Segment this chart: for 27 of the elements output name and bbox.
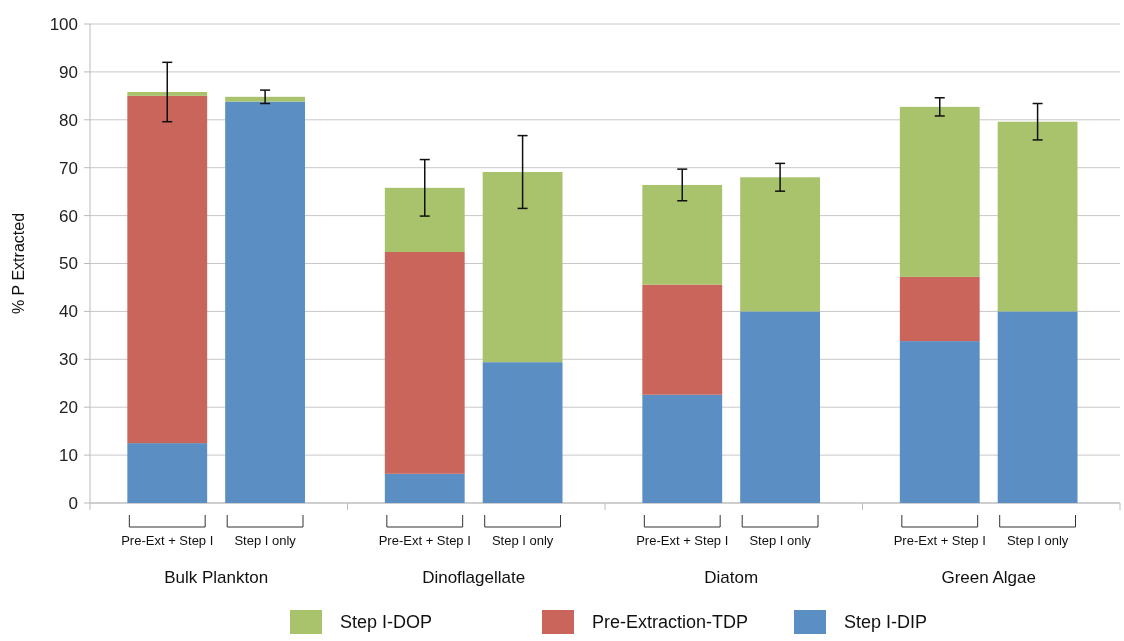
y-tick-label: 80	[59, 110, 78, 130]
x-tick-label: Pre-Ext + Step I	[378, 533, 471, 548]
text: Green Algae	[941, 568, 1036, 587]
x-tick-label: Step I only	[1006, 533, 1069, 548]
x-tick-label: Pre-Ext + Step I	[636, 533, 729, 548]
legend-label: Step I-DOP	[340, 612, 433, 633]
x-tick-label: Pre-Ext + Step I	[893, 533, 986, 548]
text: Diatom	[704, 568, 759, 587]
legend-label: Pre-Extraction-TDP	[592, 612, 749, 633]
y-axis-title: % P Extracted	[10, 212, 27, 315]
y-tick-label: 70	[59, 158, 78, 178]
text: Bulk Plankton	[164, 568, 269, 587]
x-tick-label: Step I only	[749, 533, 812, 548]
x-tick-label: Step I only	[491, 533, 554, 548]
text: Dinoflagellate	[422, 568, 526, 587]
y-tick-label: 20	[59, 398, 78, 418]
x-tick-label: Step I only	[234, 533, 297, 548]
y-tick-label: 90	[59, 62, 78, 82]
y-tick-label: 30	[59, 350, 78, 370]
y-tick-label: 50	[59, 254, 78, 274]
x-tick-label: Pre-Ext + Step I	[121, 533, 214, 548]
y-tick-label: 0	[68, 493, 78, 513]
y-tick-label: 10	[59, 446, 78, 466]
y-tick-label: 100	[49, 14, 78, 34]
y-tick-label: 40	[59, 302, 78, 322]
legend-label: Step I-DIP	[844, 612, 928, 633]
y-tick-label: 60	[59, 206, 78, 226]
